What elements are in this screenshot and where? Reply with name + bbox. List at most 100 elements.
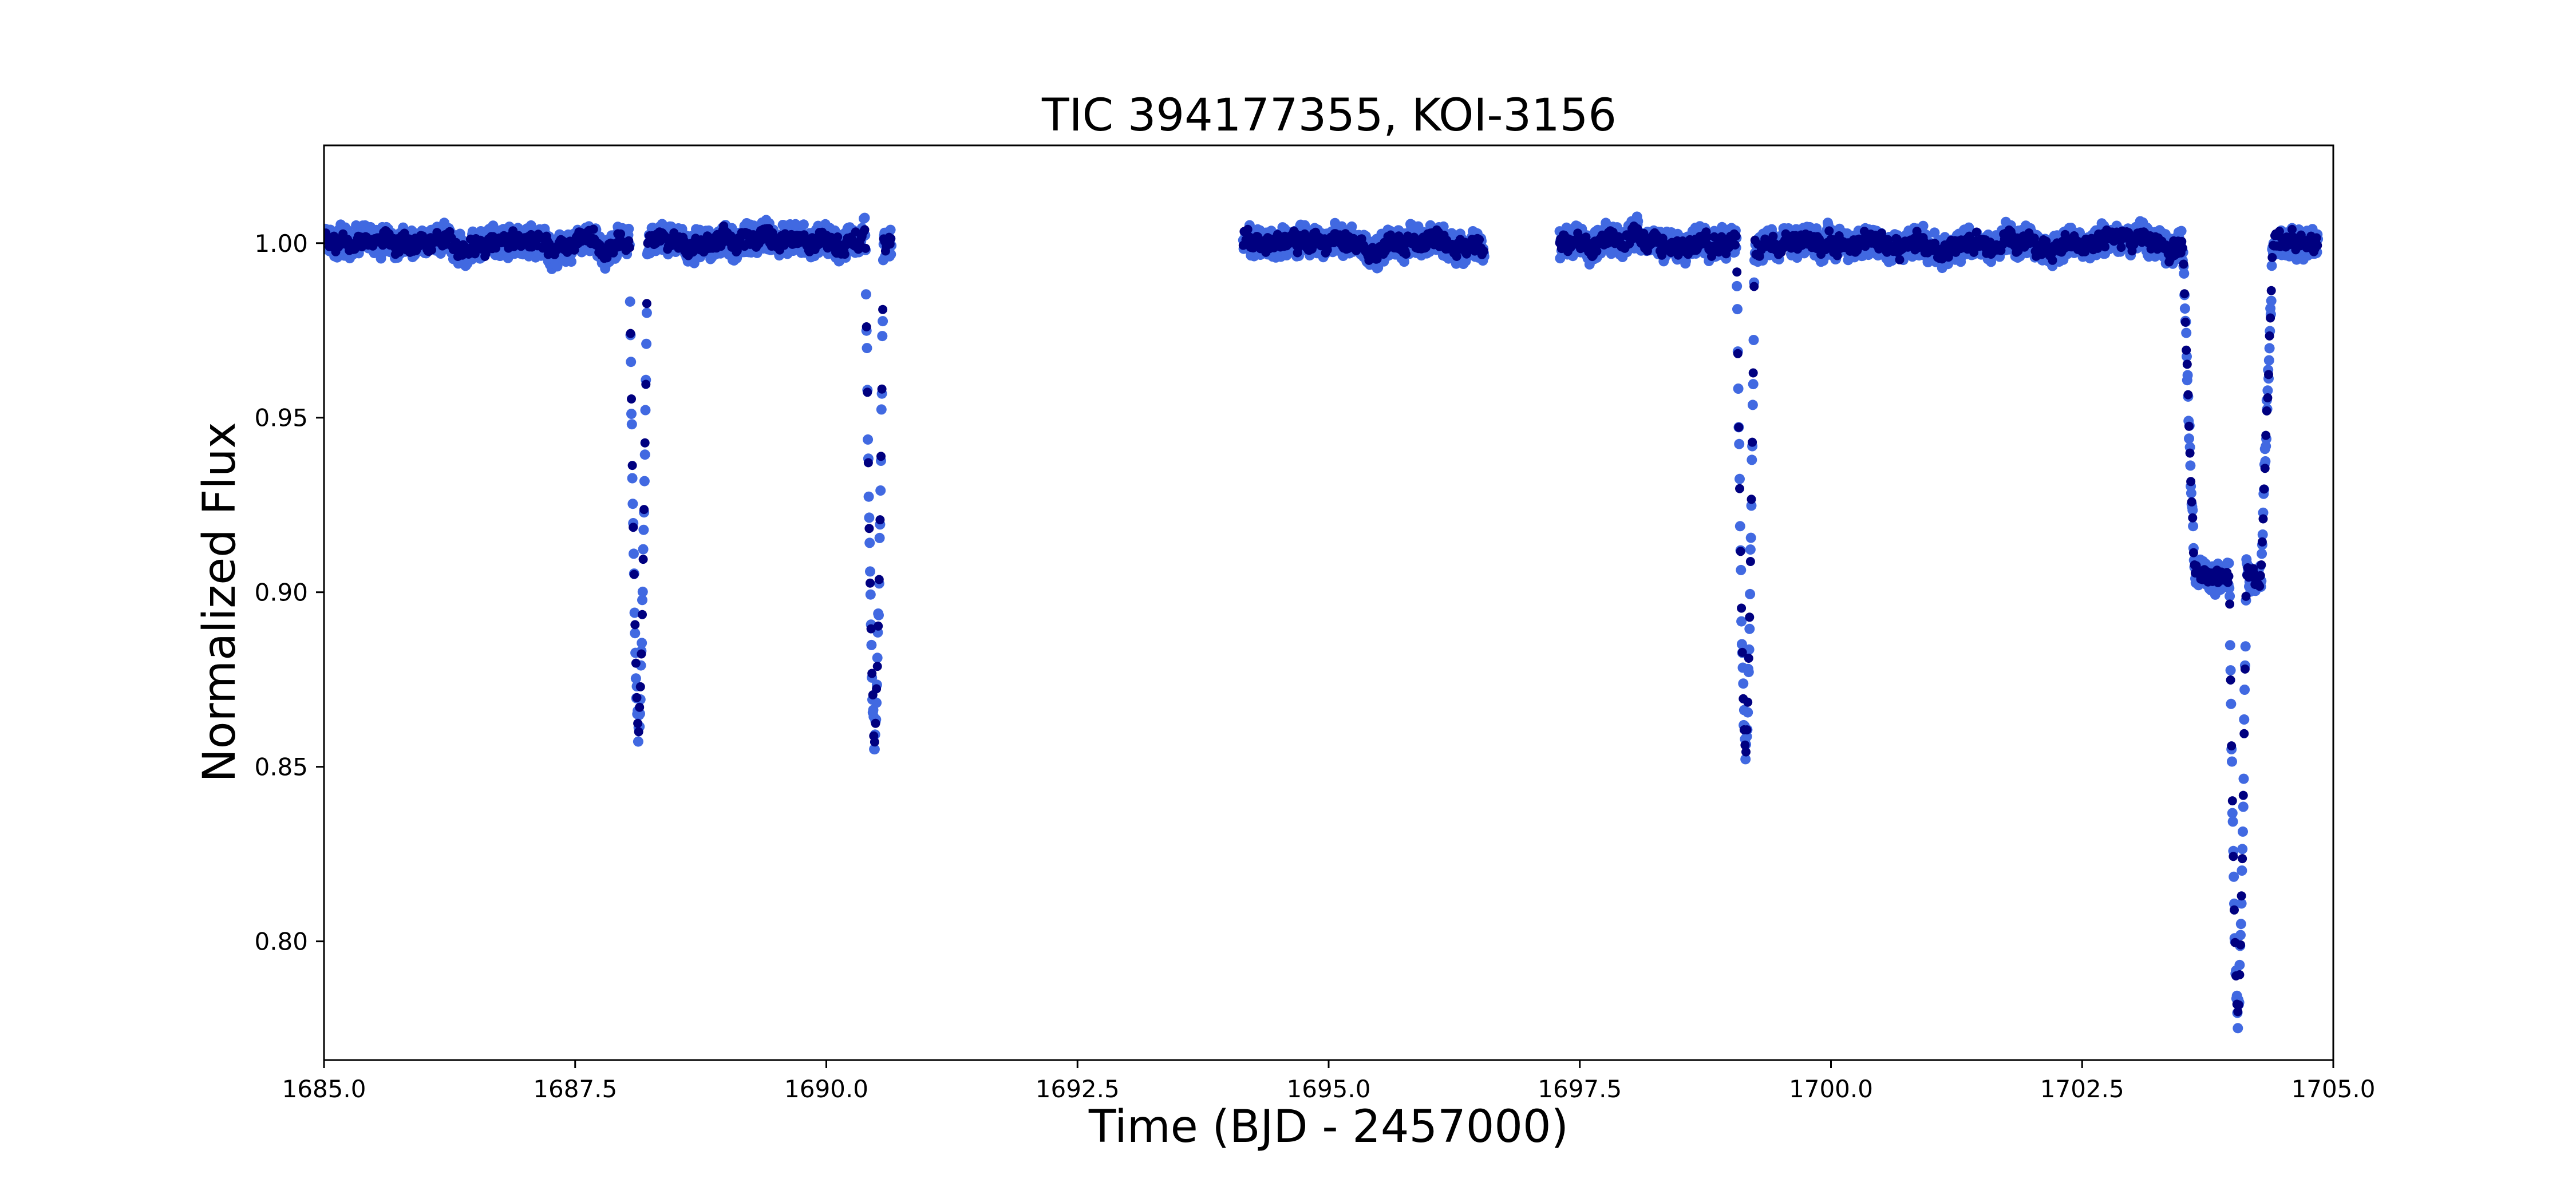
binned-flux-point <box>877 384 887 394</box>
raw-flux-point <box>633 736 643 747</box>
raw-flux-point <box>641 307 652 318</box>
raw-flux-point <box>2225 640 2235 651</box>
binned-flux-point <box>1930 239 1940 248</box>
raw-flux-point <box>2262 385 2273 396</box>
raw-flux-point <box>2176 226 2187 236</box>
binned-flux-point <box>861 243 871 253</box>
raw-flux-point <box>2237 865 2247 876</box>
raw-flux-point <box>2227 756 2237 767</box>
raw-flux-point <box>1734 438 1745 449</box>
binned-flux-point <box>2029 234 2039 243</box>
raw-flux-point <box>641 338 652 349</box>
raw-flux-point <box>2263 355 2274 366</box>
binned-flux-point <box>878 305 888 314</box>
binned-flux-point <box>637 649 646 659</box>
binned-flux-point <box>1329 238 1338 247</box>
raw-flux-point <box>639 449 650 460</box>
binned-flux-point <box>588 224 598 234</box>
binned-flux-point <box>641 379 651 389</box>
raw-flux-point <box>626 357 637 367</box>
raw-flux-point <box>2236 898 2247 909</box>
binned-flux-point <box>629 570 639 579</box>
binned-flux-point <box>1479 246 1488 256</box>
raw-flux-point <box>2188 521 2199 532</box>
raw-flux-point <box>1736 564 1747 575</box>
raw-flux-point <box>1747 400 1758 410</box>
binned-flux-point <box>2093 243 2103 253</box>
raw-flux-point <box>875 485 886 496</box>
binned-flux-point <box>624 236 634 246</box>
raw-flux-point <box>2238 801 2249 812</box>
raw-flux-point <box>2226 698 2237 709</box>
raw-flux-point <box>2225 591 2235 602</box>
raw-flux-point <box>2266 295 2277 306</box>
raw-flux-point <box>638 524 649 535</box>
binned-flux-point <box>1749 282 1759 291</box>
raw-flux-point <box>2234 959 2245 970</box>
binned-flux-point <box>1742 725 1752 735</box>
raw-flux-point <box>1743 667 1754 678</box>
binned-flux-point <box>1748 368 1758 378</box>
raw-flux-point <box>859 212 870 223</box>
raw-flux-point <box>1743 707 1753 718</box>
raw-flux-point <box>630 673 641 684</box>
raw-flux-point <box>637 595 647 606</box>
raw-flux-point <box>2227 808 2238 819</box>
raw-flux-point <box>640 405 651 416</box>
raw-flux-point <box>2182 370 2193 381</box>
raw-flux-point <box>1745 544 1756 555</box>
binned-flux-point <box>481 249 491 259</box>
binned-flux-point <box>1748 437 1757 447</box>
raw-flux-point <box>629 607 640 618</box>
raw-flux-point <box>1918 220 1929 231</box>
binned-flux-point <box>1824 226 1834 236</box>
binned-flux-point <box>633 718 643 728</box>
binned-flux-point <box>631 658 641 668</box>
raw-flux-point <box>1732 280 1743 291</box>
raw-flux-point <box>2264 343 2275 354</box>
raw-flux-point <box>2238 826 2248 837</box>
binned-flux-point <box>1709 232 1719 242</box>
raw-flux-point <box>863 491 874 502</box>
raw-flux-point <box>865 566 875 577</box>
raw-flux-point <box>2239 714 2250 725</box>
binned-flux-point <box>635 682 645 691</box>
binned-flux-point <box>1243 224 1253 234</box>
binned-flux-point <box>629 523 638 532</box>
binned-flux-point <box>866 578 875 588</box>
raw-flux-point <box>2223 558 2234 568</box>
raw-flux-point <box>2257 548 2267 559</box>
raw-flux-point <box>2186 488 2196 499</box>
raw-flux-point <box>627 473 638 484</box>
binned-flux-point <box>874 621 883 631</box>
binned-flux-point <box>616 229 626 239</box>
binned-flux-point <box>1737 603 1747 613</box>
raw-flux-point <box>629 548 639 559</box>
binned-flux-point <box>1733 349 1743 358</box>
raw-flux-point <box>630 628 641 639</box>
raw-flux-point <box>871 697 882 708</box>
binned-flux-point <box>638 555 648 564</box>
binned-flux-point <box>871 718 880 728</box>
binned-flux-point <box>864 524 874 533</box>
binned-flux-point <box>867 669 877 678</box>
raw-flux-point <box>637 638 647 649</box>
raw-flux-point <box>638 544 649 555</box>
binned-flux-point <box>642 299 651 309</box>
binned-flux-point <box>1744 654 1753 663</box>
binned-flux-point <box>1731 231 1741 241</box>
raw-flux-point <box>2239 685 2250 695</box>
binned-flux-point <box>1372 254 1382 264</box>
binned-flux-point <box>1475 235 1484 244</box>
raw-flux-point <box>1738 678 1749 689</box>
raw-flux-point <box>874 532 885 543</box>
binned-flux-point <box>1702 232 1712 242</box>
binned-flux-point <box>627 394 636 404</box>
binned-flux-point <box>626 329 635 338</box>
chart-title: TIC 394177355, KOI-3156 <box>1041 90 1617 141</box>
raw-flux-point <box>1735 473 1745 484</box>
raw-flux-point <box>1736 616 1747 627</box>
raw-flux-point <box>1747 454 1757 465</box>
binned-flux-point <box>1737 647 1747 657</box>
